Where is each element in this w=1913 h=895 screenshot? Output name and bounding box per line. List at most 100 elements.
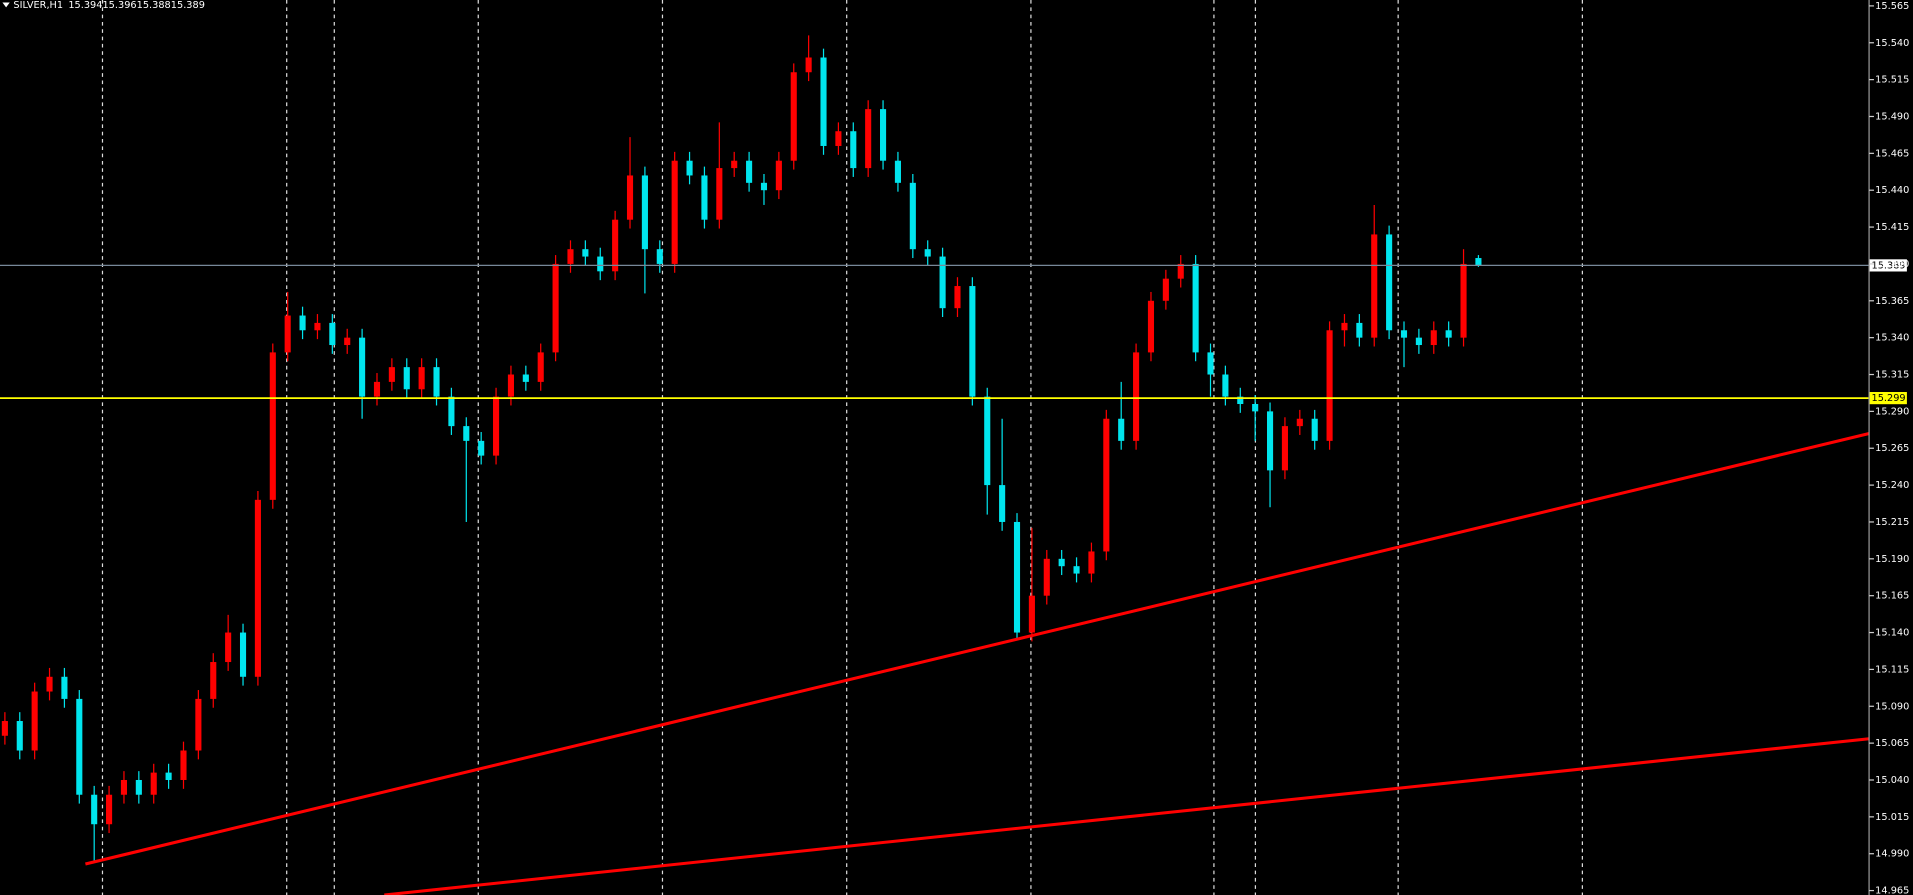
candle-body xyxy=(1356,322,1363,338)
candle-body xyxy=(656,249,663,264)
candle-body xyxy=(1013,521,1021,633)
candle-body xyxy=(969,286,976,397)
candle-body xyxy=(1341,322,1348,331)
candle-body xyxy=(1192,263,1199,353)
bid-label-box xyxy=(1869,259,1907,272)
y-tick-label: 15.490 xyxy=(1875,111,1909,122)
candle-body xyxy=(567,249,574,264)
candle-body xyxy=(46,676,53,692)
candle-body xyxy=(746,160,753,183)
candle-body xyxy=(984,396,991,486)
candle-body xyxy=(359,337,366,397)
menu-arrow[interactable] xyxy=(2,2,10,8)
y-tick-label: 15.090 xyxy=(1875,701,1909,712)
candle-body xyxy=(1371,234,1378,338)
candle-body xyxy=(463,426,470,441)
y-tick-label: 15.015 xyxy=(1875,812,1909,823)
candle-body xyxy=(135,779,142,795)
level-label-box xyxy=(1869,392,1907,405)
candle-body xyxy=(924,249,931,257)
candle-body xyxy=(165,772,172,780)
candle-body xyxy=(820,57,827,146)
y-tick-label: 15.565 xyxy=(1875,1,1909,12)
y-tick-label: 15.390 xyxy=(1875,259,1909,270)
marks xyxy=(1,35,1482,862)
candle-body xyxy=(1133,352,1140,441)
candle-body xyxy=(626,175,634,220)
y-tick-label: 15.415 xyxy=(1875,222,1909,233)
candle-body xyxy=(671,160,678,264)
candle-body xyxy=(403,367,410,390)
candle-body xyxy=(537,352,544,382)
header-low: 15.388 xyxy=(137,0,171,11)
candle-body xyxy=(1103,418,1110,552)
candle-body xyxy=(552,263,559,353)
candle-body xyxy=(1252,404,1259,412)
candle-body xyxy=(478,440,485,456)
candle-body xyxy=(433,367,440,397)
y-tick-label: 15.440 xyxy=(1875,185,1909,196)
candle-body xyxy=(880,109,887,161)
y-tick-label: 15.115 xyxy=(1875,664,1909,675)
candle-body xyxy=(1207,352,1214,375)
candle-body xyxy=(76,698,83,795)
candle-body xyxy=(1475,258,1482,266)
candle-body xyxy=(850,131,857,169)
candle-body xyxy=(954,286,961,309)
candle-body xyxy=(284,315,291,353)
candle-body xyxy=(1222,374,1229,397)
candle-body xyxy=(1281,426,1288,471)
candle-body xyxy=(1073,566,1080,574)
candle-body xyxy=(1445,330,1452,338)
header-high: 15.396 xyxy=(102,0,136,11)
candle-body xyxy=(775,160,782,191)
candle-body xyxy=(1237,396,1244,405)
candle-body xyxy=(731,160,738,169)
candle-body xyxy=(760,182,768,191)
candle-body xyxy=(1058,558,1065,567)
candle-body xyxy=(373,381,381,397)
candle-body xyxy=(805,57,812,73)
candle-body xyxy=(865,109,872,169)
candle-body xyxy=(522,374,529,382)
candle-body xyxy=(269,352,276,500)
candle-body xyxy=(582,249,589,257)
level-label: 15.299 xyxy=(1872,393,1906,404)
candle-body xyxy=(1147,300,1155,353)
candle-body xyxy=(493,396,500,456)
y-tick-label: 15.340 xyxy=(1875,333,1909,344)
candle-body xyxy=(641,175,648,250)
candle-body xyxy=(120,779,128,795)
candle-body xyxy=(106,794,113,825)
candle-body xyxy=(195,698,202,751)
bid-label: 15.389 xyxy=(1872,260,1906,271)
candle-body xyxy=(1088,551,1095,574)
header-open: 15.394 xyxy=(68,0,102,11)
candle-body xyxy=(16,721,23,751)
candle-body xyxy=(1043,558,1050,596)
candle-body xyxy=(894,160,901,183)
candle-body xyxy=(1118,418,1125,441)
y-tick-label: 15.140 xyxy=(1875,628,1909,639)
y-tick-label: 15.040 xyxy=(1875,775,1909,786)
candle-body xyxy=(299,315,306,331)
y-tick-label: 14.990 xyxy=(1875,849,1909,860)
y-tick-label: 14.965 xyxy=(1875,886,1909,895)
candle-body xyxy=(31,691,38,751)
candle-body xyxy=(210,662,217,699)
candle-body xyxy=(91,794,98,825)
candle-body xyxy=(939,256,946,309)
candle-body xyxy=(329,322,336,346)
candle-body xyxy=(1415,337,1422,346)
candle-body xyxy=(239,632,247,677)
candle-body xyxy=(716,168,723,220)
candle-body xyxy=(1460,263,1467,338)
candle-body xyxy=(612,219,619,272)
candle-body xyxy=(1162,278,1169,301)
y-tick-label: 15.540 xyxy=(1875,38,1909,49)
y-tick-label: 15.265 xyxy=(1875,443,1909,454)
y-tick-label: 15.190 xyxy=(1875,554,1909,565)
candle-body xyxy=(1266,411,1274,471)
